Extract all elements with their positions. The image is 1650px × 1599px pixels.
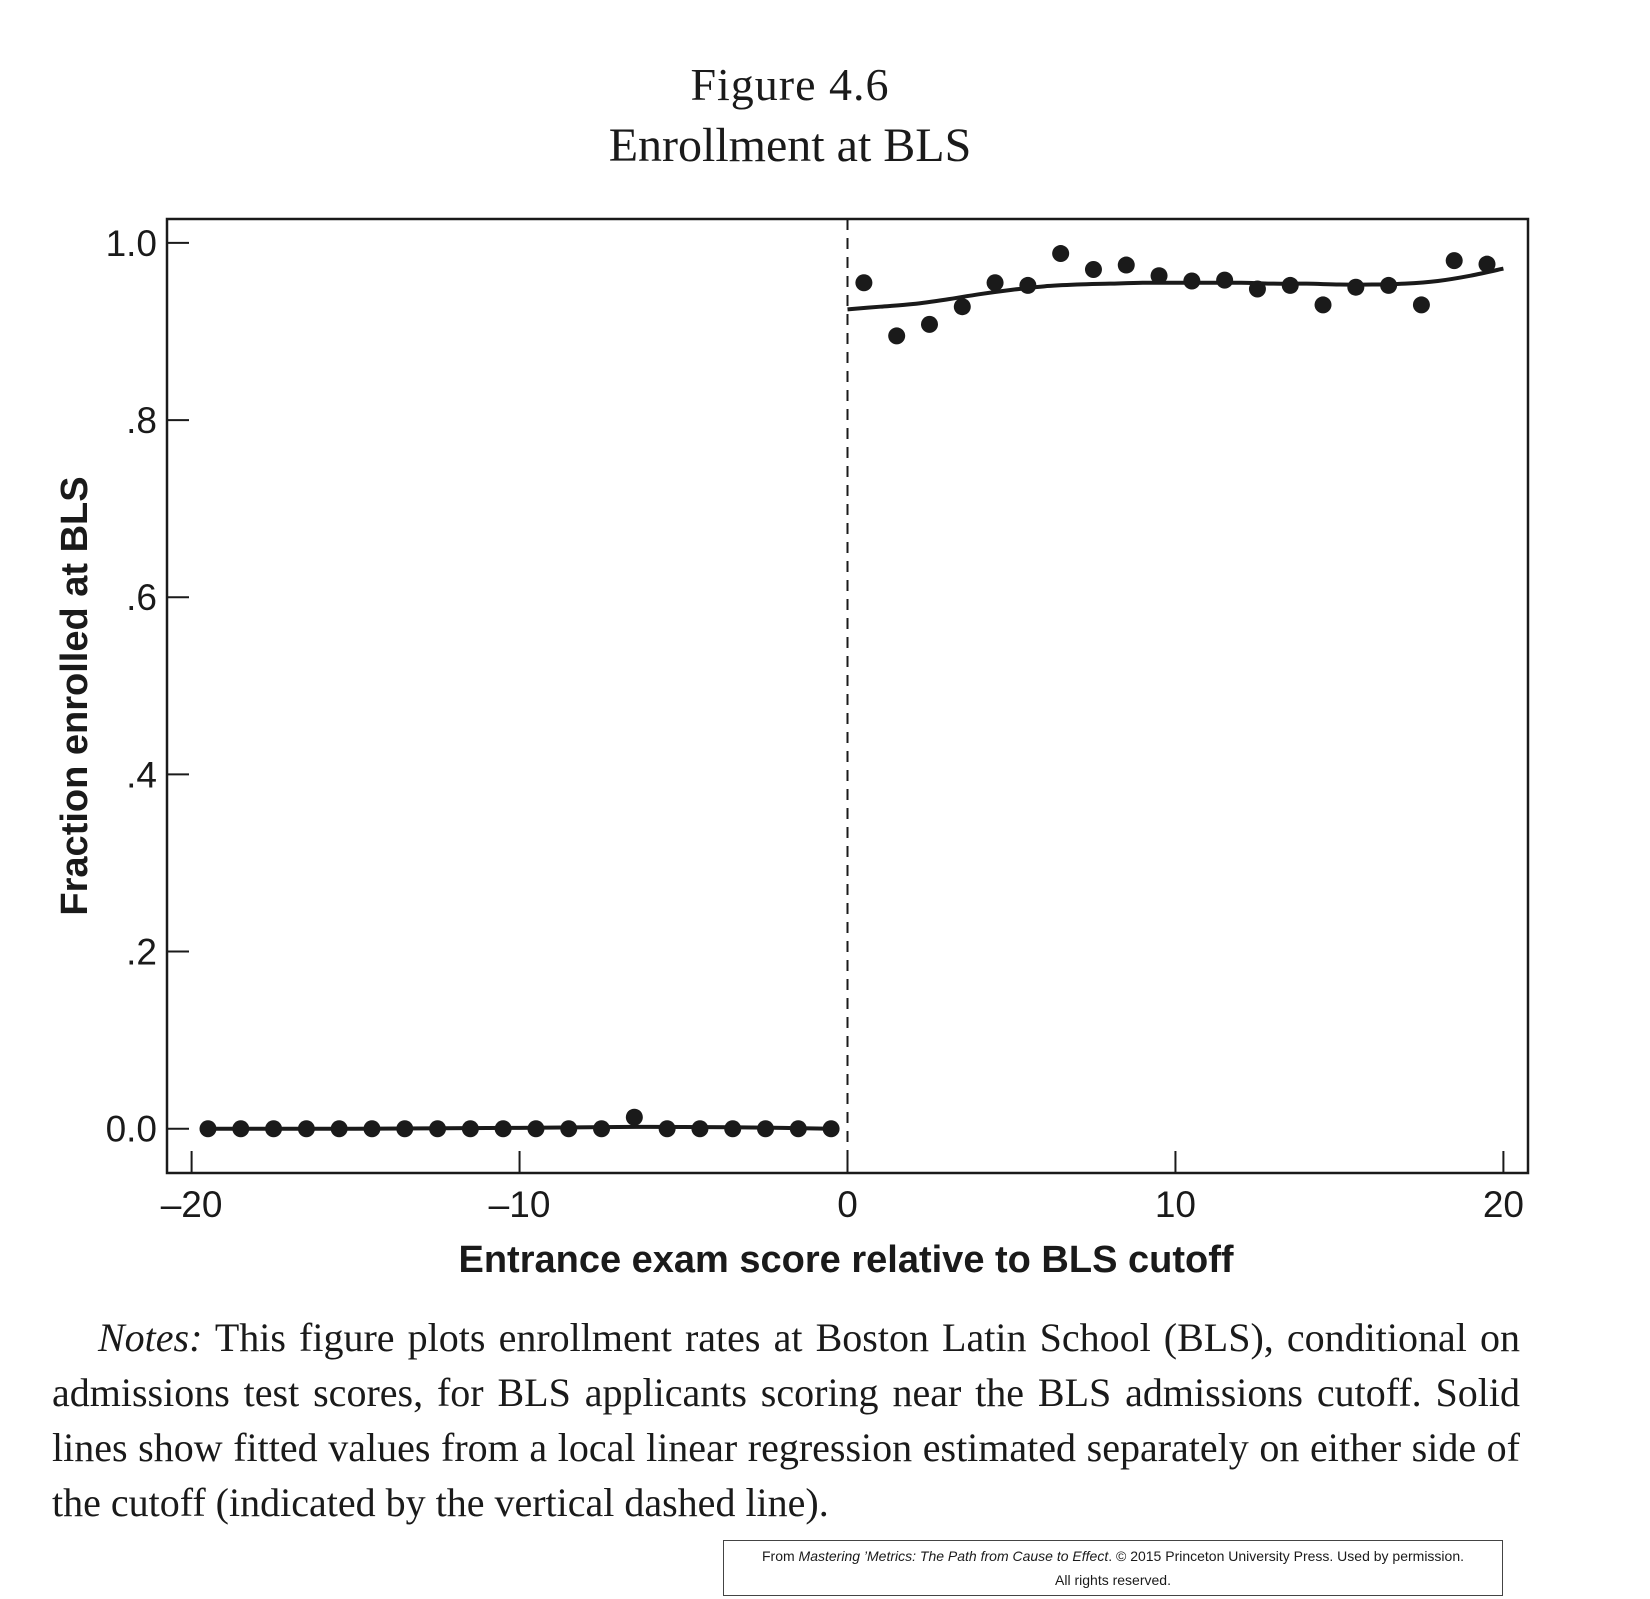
notes-text: This figure plots enrollment rates at Bo… [52, 1315, 1520, 1525]
data-point [953, 298, 971, 316]
data-point [1445, 252, 1463, 270]
data-point [1347, 278, 1365, 296]
x-tick-label: 0 [837, 1184, 858, 1225]
y-tick-label: .8 [126, 400, 157, 441]
data-point [1478, 255, 1496, 273]
x-tick-label: 10 [1155, 1184, 1196, 1225]
data-point [855, 274, 873, 292]
data-point [560, 1120, 578, 1138]
data-point [494, 1120, 512, 1138]
data-point [1084, 260, 1102, 278]
figure-label: Figure 4.6 [690, 59, 890, 110]
x-tick-label: –10 [489, 1184, 551, 1225]
y-axis: 0.0 .2 .4 .6 .8 1.0 [106, 223, 189, 1150]
data-point [757, 1120, 775, 1138]
credit-line-1: From Mastering ’Metrics: The Path from C… [724, 1544, 1502, 1568]
data-point [1380, 276, 1398, 294]
y-tick-label: 1.0 [106, 223, 157, 264]
fit-line-right [847, 266, 1504, 312]
data-point [396, 1120, 414, 1138]
data-point [1117, 256, 1135, 274]
data-point [593, 1120, 611, 1138]
data-point [1281, 276, 1299, 294]
data-point [986, 274, 1004, 292]
chart-title: Enrollment at BLS [608, 119, 972, 172]
credit-book: Mastering ’Metrics: The Path from Cause … [798, 1548, 1109, 1564]
data-point [461, 1120, 479, 1138]
data-point [724, 1120, 742, 1138]
data-point [1052, 245, 1070, 263]
data-point [1216, 271, 1234, 289]
credit-suffix: . © 2015 Princeton University Press. Use… [1108, 1548, 1465, 1564]
data-point [1412, 296, 1430, 314]
x-axis-label: Entrance exam score relative to BLS cuto… [458, 1239, 1233, 1281]
y-tick-label: .4 [126, 754, 157, 795]
data-point [920, 315, 938, 333]
data-point [658, 1120, 676, 1138]
data-point [1019, 276, 1037, 294]
data-points [199, 245, 1496, 1138]
y-tick-label: .6 [126, 577, 157, 618]
data-point [822, 1120, 840, 1138]
y-tick-label: .2 [126, 932, 157, 973]
data-point [199, 1120, 217, 1138]
credit-prefix: From [761, 1548, 799, 1564]
data-point [1150, 267, 1168, 285]
data-point [363, 1120, 381, 1138]
credit-box: From Mastering ’Metrics: The Path from C… [723, 1540, 1503, 1596]
notes-lead: Notes: [98, 1315, 203, 1360]
data-point [429, 1120, 447, 1138]
data-point [789, 1120, 807, 1138]
chart: –20 –10 0 10 20 0.0 .2 .4 .6 .8 1.0 Entrance exam… [54, 217, 1530, 1281]
y-axis-label: Fraction enrolled at BLS [54, 476, 96, 915]
data-point [625, 1108, 643, 1126]
data-point [265, 1120, 283, 1138]
data-point [232, 1120, 250, 1138]
data-point [297, 1120, 315, 1138]
x-axis: –20 –10 0 10 20 [161, 1151, 1524, 1225]
credit-line-2: All rights reserved. [1055, 1572, 1171, 1588]
data-point [527, 1120, 545, 1138]
x-tick-label: 20 [1483, 1184, 1524, 1225]
data-point [330, 1120, 348, 1138]
data-point [1314, 296, 1332, 314]
figure-notes: Notes: This figure plots enrollment rate… [52, 1310, 1520, 1530]
data-point [888, 327, 906, 345]
y-tick-label: 0.0 [106, 1109, 157, 1150]
x-tick-label: –20 [161, 1184, 223, 1225]
data-point [691, 1120, 709, 1138]
data-point [1183, 272, 1201, 290]
data-point [1248, 280, 1266, 298]
